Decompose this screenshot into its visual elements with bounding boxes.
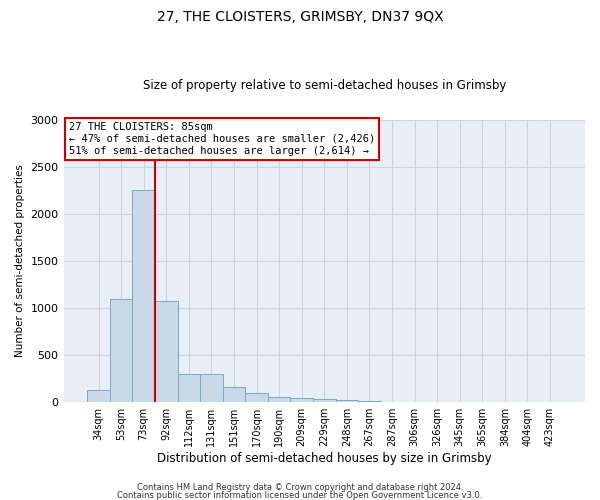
Bar <box>335 400 358 402</box>
Title: Size of property relative to semi-detached houses in Grimsby: Size of property relative to semi-detach… <box>143 79 506 92</box>
Y-axis label: Number of semi-detached properties: Number of semi-detached properties <box>15 164 25 358</box>
Text: Contains public sector information licensed under the Open Government Licence v3: Contains public sector information licen… <box>118 490 482 500</box>
Text: Contains HM Land Registry data © Crown copyright and database right 2024.: Contains HM Land Registry data © Crown c… <box>137 484 463 492</box>
Bar <box>290 398 313 402</box>
Bar <box>245 394 268 402</box>
Bar <box>268 396 290 402</box>
Bar <box>313 399 335 402</box>
Text: 27 THE CLOISTERS: 85sqm
← 47% of semi-detached houses are smaller (2,426)
51% of: 27 THE CLOISTERS: 85sqm ← 47% of semi-de… <box>69 122 375 156</box>
Bar <box>110 298 133 402</box>
Bar <box>155 301 178 402</box>
Bar <box>133 190 155 402</box>
Bar <box>200 374 223 402</box>
Bar <box>223 387 245 402</box>
Bar <box>87 390 110 402</box>
X-axis label: Distribution of semi-detached houses by size in Grimsby: Distribution of semi-detached houses by … <box>157 452 491 465</box>
Bar <box>178 374 200 402</box>
Text: 27, THE CLOISTERS, GRIMSBY, DN37 9QX: 27, THE CLOISTERS, GRIMSBY, DN37 9QX <box>157 10 443 24</box>
